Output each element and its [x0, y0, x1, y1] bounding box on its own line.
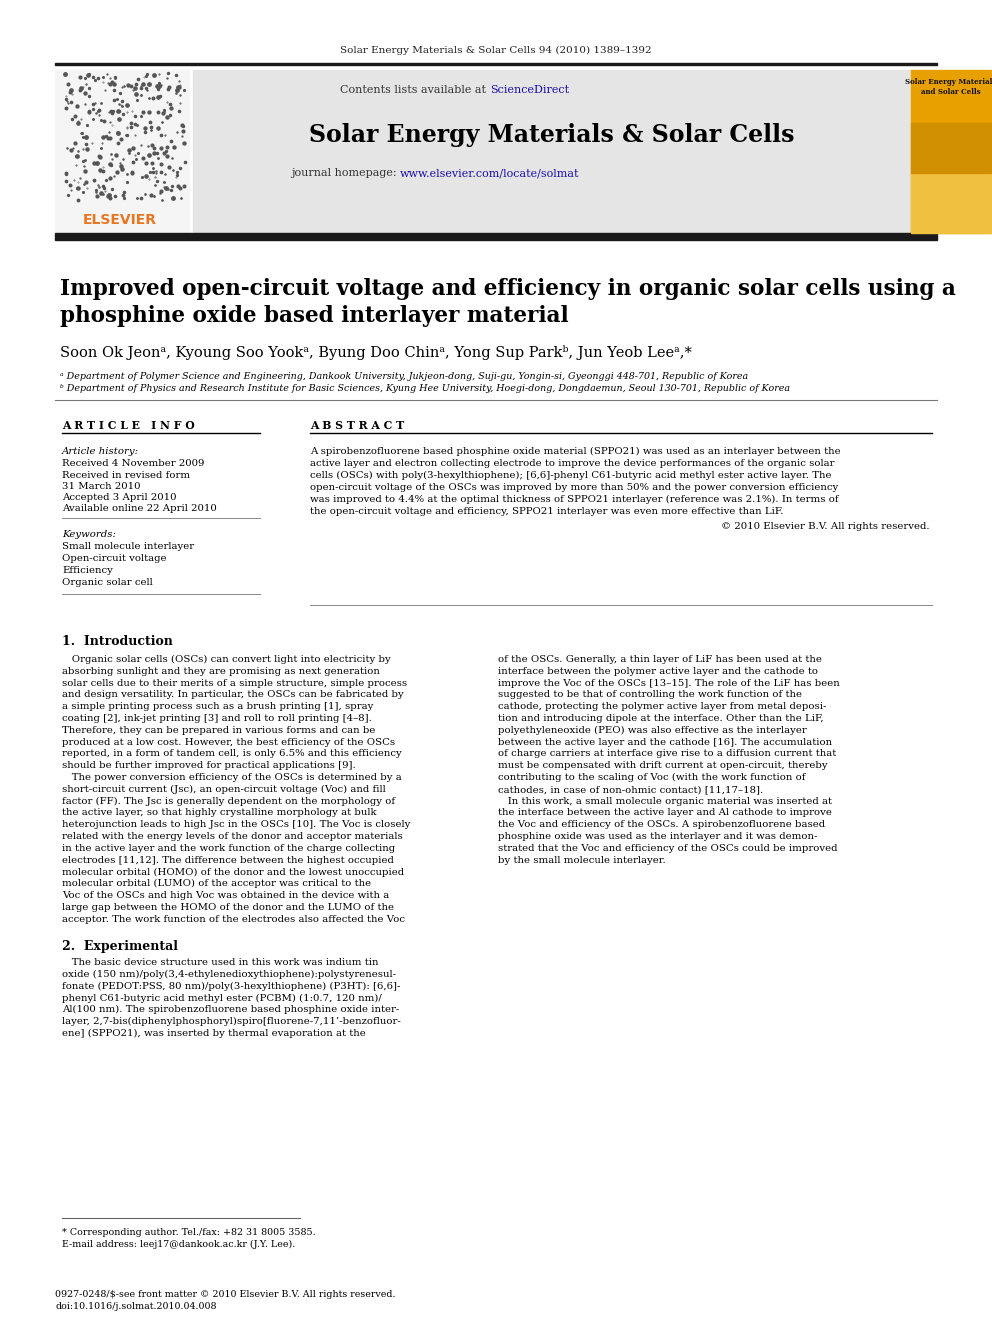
Bar — [55, 70, 190, 233]
Text: was improved to 4.4% at the optimal thickness of SPPO21 interlayer (reference wa: was improved to 4.4% at the optimal thic… — [310, 495, 838, 504]
Text: oxide (150 nm)/poly(3,4-ethylenedioxythiophene):polystyrenesul-: oxide (150 nm)/poly(3,4-ethylenedioxythi… — [62, 970, 396, 979]
Text: 2.  Experimental: 2. Experimental — [62, 941, 178, 953]
Text: cathodes, in case of non-ohmic contact) [11,17–18].: cathodes, in case of non-ohmic contact) … — [498, 785, 763, 794]
Text: and design versatility. In particular, the OSCs can be fabricated by: and design versatility. In particular, t… — [62, 691, 404, 700]
Text: Organic solar cells (OSCs) can convert light into electricity by: Organic solar cells (OSCs) can convert l… — [62, 655, 391, 664]
Text: in the active layer and the work function of the charge collecting: in the active layer and the work functio… — [62, 844, 395, 853]
Text: Organic solar cell: Organic solar cell — [62, 578, 153, 587]
Text: Efficiency: Efficiency — [62, 566, 113, 576]
Text: The power conversion efficiency of the OSCs is determined by a: The power conversion efficiency of the O… — [62, 773, 402, 782]
Text: The basic device structure used in this work was indium tin: The basic device structure used in this … — [62, 958, 379, 967]
Text: Open-circuit voltage: Open-circuit voltage — [62, 554, 167, 564]
Text: Solar Energy Materials & Solar Cells: Solar Energy Materials & Solar Cells — [310, 123, 795, 147]
Text: acceptor. The work function of the electrodes also affected the Voc: acceptor. The work function of the elect… — [62, 914, 405, 923]
Text: www.elsevier.com/locate/solmat: www.elsevier.com/locate/solmat — [400, 168, 579, 179]
Text: improve the Voc of the OSCs [13–15]. The role of the LiF has been: improve the Voc of the OSCs [13–15]. The… — [498, 679, 840, 688]
Text: Voc of the OSCs and high Voc was obtained in the device with a: Voc of the OSCs and high Voc was obtaine… — [62, 890, 389, 900]
Text: E-mail address: leej17@dankook.ac.kr (J.Y. Lee).: E-mail address: leej17@dankook.ac.kr (J.… — [62, 1240, 296, 1249]
Text: polyethyleneoxide (PEO) was also effective as the interlayer: polyethyleneoxide (PEO) was also effecti… — [498, 726, 806, 734]
Text: Therefore, they can be prepared in various forms and can be: Therefore, they can be prepared in vario… — [62, 726, 375, 734]
Text: the open-circuit voltage and efficiency, SPPO21 interlayer was even more effecti: the open-circuit voltage and efficiency,… — [310, 507, 784, 516]
Text: Soon Ok Jeonᵃ, Kyoung Soo Yookᵃ, Byung Doo Chinᵃ, Yong Sup Parkᵇ, Jun Yeob Leeᵃ,: Soon Ok Jeonᵃ, Kyoung Soo Yookᵃ, Byung D… — [60, 345, 691, 360]
Text: layer, 2,7-bis(diphenylphosphoryl)spiro[fluorene-7,11’-benzofluor-: layer, 2,7-bis(diphenylphosphoryl)spiro[… — [62, 1017, 401, 1027]
Text: © 2010 Elsevier B.V. All rights reserved.: © 2010 Elsevier B.V. All rights reserved… — [721, 523, 930, 531]
Text: electrodes [11,12]. The difference between the highest occupied: electrodes [11,12]. The difference betwe… — [62, 856, 394, 865]
Text: interface between the polymer active layer and the cathode to: interface between the polymer active lay… — [498, 667, 818, 676]
Text: Received 4 November 2009: Received 4 November 2009 — [62, 459, 204, 468]
Bar — [193, 70, 911, 233]
Bar — [55, 233, 937, 239]
Text: In this work, a small molecule organic material was inserted at: In this work, a small molecule organic m… — [498, 796, 832, 806]
Text: Improved open-circuit voltage and efficiency in organic solar cells using a: Improved open-circuit voltage and effici… — [60, 278, 956, 300]
Text: Small molecule interlayer: Small molecule interlayer — [62, 542, 194, 550]
Text: 31 March 2010: 31 March 2010 — [62, 482, 141, 491]
Bar — [911, 173, 991, 233]
Bar — [911, 123, 991, 173]
Text: 0927-0248/$-see front matter © 2010 Elsevier B.V. All rights reserved.: 0927-0248/$-see front matter © 2010 Else… — [55, 1290, 396, 1299]
Text: fonate (PEDOT:PSS, 80 nm)/poly(3-hexylthiophene) (P3HT): [6,6]-: fonate (PEDOT:PSS, 80 nm)/poly(3-hexylth… — [62, 982, 401, 991]
Text: molecular orbital (HOMO) of the donor and the lowest unoccupied: molecular orbital (HOMO) of the donor an… — [62, 868, 404, 877]
Text: coating [2], ink-jet printing [3] and roll to roll printing [4–8].: coating [2], ink-jet printing [3] and ro… — [62, 714, 372, 722]
Text: must be compensated with drift current at open-circuit, thereby: must be compensated with drift current a… — [498, 761, 827, 770]
Text: ELSEVIER: ELSEVIER — [83, 213, 157, 228]
Text: tion and introducing dipole at the interface. Other than the LiF,: tion and introducing dipole at the inter… — [498, 714, 823, 722]
Bar — [911, 70, 991, 233]
Text: factor (FF). The Jsc is generally dependent on the morphology of: factor (FF). The Jsc is generally depend… — [62, 796, 395, 806]
Text: Contents lists available at: Contents lists available at — [340, 85, 490, 95]
Text: by the small molecule interlayer.: by the small molecule interlayer. — [498, 856, 666, 865]
Text: open-circuit voltage of the OSCs was improved by more than 50% and the power con: open-circuit voltage of the OSCs was imp… — [310, 483, 838, 492]
Text: strated that the Voc and efficiency of the OSCs could be improved: strated that the Voc and efficiency of t… — [498, 844, 837, 853]
Text: absorbing sunlight and they are promising as next generation: absorbing sunlight and they are promisin… — [62, 667, 380, 676]
Text: Available online 22 April 2010: Available online 22 April 2010 — [62, 504, 216, 513]
Text: of charge carriers at interface give rise to a diffusion current that: of charge carriers at interface give ris… — [498, 749, 836, 758]
Text: produced at a low cost. However, the best efficiency of the OSCs: produced at a low cost. However, the bes… — [62, 738, 395, 746]
Text: of the OSCs. Generally, a thin layer of LiF has been used at the: of the OSCs. Generally, a thin layer of … — [498, 655, 822, 664]
Text: should be further improved for practical applications [9].: should be further improved for practical… — [62, 761, 356, 770]
Text: reported, in a form of tandem cell, is only 6.5% and this efficiency: reported, in a form of tandem cell, is o… — [62, 749, 402, 758]
Text: doi:10.1016/j.solmat.2010.04.008: doi:10.1016/j.solmat.2010.04.008 — [55, 1302, 216, 1311]
Text: journal homepage:: journal homepage: — [291, 168, 400, 179]
Text: contributing to the scaling of Voc (with the work function of: contributing to the scaling of Voc (with… — [498, 773, 806, 782]
Text: A R T I C L E   I N F O: A R T I C L E I N F O — [62, 419, 194, 431]
Text: ᵇ Department of Physics and Research Institute for Basic Sciences, Kyung Hee Uni: ᵇ Department of Physics and Research Ins… — [60, 384, 790, 393]
Text: the active layer, so that highly crystalline morphology at bulk: the active layer, so that highly crystal… — [62, 808, 377, 818]
Text: between the active layer and the cathode [16]. The accumulation: between the active layer and the cathode… — [498, 738, 832, 746]
Text: molecular orbital (LUMO) of the acceptor was critical to the: molecular orbital (LUMO) of the acceptor… — [62, 880, 371, 888]
Text: phosphine oxide based interlayer material: phosphine oxide based interlayer materia… — [60, 306, 568, 327]
Text: phenyl C61-butyric acid methyl ester (PCBM) (1:0.7, 120 nm)/: phenyl C61-butyric acid methyl ester (PC… — [62, 994, 382, 1003]
Text: large gap between the HOMO of the donor and the LUMO of the: large gap between the HOMO of the donor … — [62, 902, 394, 912]
Text: cells (OSCs) with poly(3-hexylthiophene); [6,6]-phenyl C61-butyric acid methyl e: cells (OSCs) with poly(3-hexylthiophene)… — [310, 471, 831, 480]
Text: * Corresponding author. Tel./fax: +82 31 8005 3585.: * Corresponding author. Tel./fax: +82 31… — [62, 1228, 315, 1237]
Text: the interface between the active layer and Al cathode to improve: the interface between the active layer a… — [498, 808, 832, 818]
Text: Article history:: Article history: — [62, 447, 139, 456]
Text: a simple printing process such as a brush printing [1], spray: a simple printing process such as a brus… — [62, 703, 373, 712]
Text: A B S T R A C T: A B S T R A C T — [310, 419, 405, 431]
Text: A spirobenzofluorene based phosphine oxide material (SPPO21) was used as an inte: A spirobenzofluorene based phosphine oxi… — [310, 447, 840, 456]
Text: the Voc and efficiency of the OSCs. A spirobenzofluorene based: the Voc and efficiency of the OSCs. A sp… — [498, 820, 825, 830]
Text: Solar Energy Materials & Solar Cells 94 (2010) 1389–1392: Solar Energy Materials & Solar Cells 94 … — [340, 45, 652, 54]
Text: cathode, protecting the polymer active layer from metal deposi-: cathode, protecting the polymer active l… — [498, 703, 826, 712]
Text: Received in revised form: Received in revised form — [62, 471, 190, 480]
Text: suggested to be that of controlling the work function of the: suggested to be that of controlling the … — [498, 691, 802, 700]
Text: phosphine oxide was used as the interlayer and it was demon-: phosphine oxide was used as the interlay… — [498, 832, 817, 841]
Text: Keywords:: Keywords: — [62, 531, 116, 538]
Text: Al(100 nm). The spirobenzofluorene based phosphine oxide inter-: Al(100 nm). The spirobenzofluorene based… — [62, 1005, 399, 1015]
Text: ene] (SPPO21), was inserted by thermal evaporation at the: ene] (SPPO21), was inserted by thermal e… — [62, 1029, 366, 1039]
Bar — [55, 62, 937, 65]
Text: Solar Energy Materials
and Solar Cells: Solar Energy Materials and Solar Cells — [906, 78, 992, 95]
Text: ScienceDirect: ScienceDirect — [490, 85, 569, 95]
Text: solar cells due to their merits of a simple structure, simple process: solar cells due to their merits of a sim… — [62, 679, 407, 688]
Text: 1.  Introduction: 1. Introduction — [62, 635, 173, 648]
Text: Accepted 3 April 2010: Accepted 3 April 2010 — [62, 493, 177, 501]
Text: ᵃ Department of Polymer Science and Engineering, Dankook University, Jukjeon-don: ᵃ Department of Polymer Science and Engi… — [60, 372, 748, 381]
Text: related with the energy levels of the donor and acceptor materials: related with the energy levels of the do… — [62, 832, 403, 841]
Text: short-circuit current (Jsc), an open-circuit voltage (Voc) and fill: short-circuit current (Jsc), an open-cir… — [62, 785, 386, 794]
Text: active layer and electron collecting electrode to improve the device performance: active layer and electron collecting ele… — [310, 459, 834, 468]
Text: heterojunction leads to high Jsc in the OSCs [10]. The Voc is closely: heterojunction leads to high Jsc in the … — [62, 820, 411, 830]
